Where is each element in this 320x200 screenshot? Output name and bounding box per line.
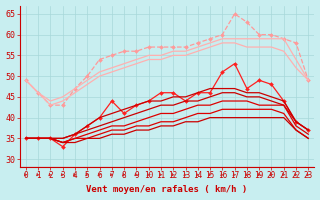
X-axis label: Vent moyen/en rafales ( km/h ): Vent moyen/en rafales ( km/h ): [86, 185, 248, 194]
